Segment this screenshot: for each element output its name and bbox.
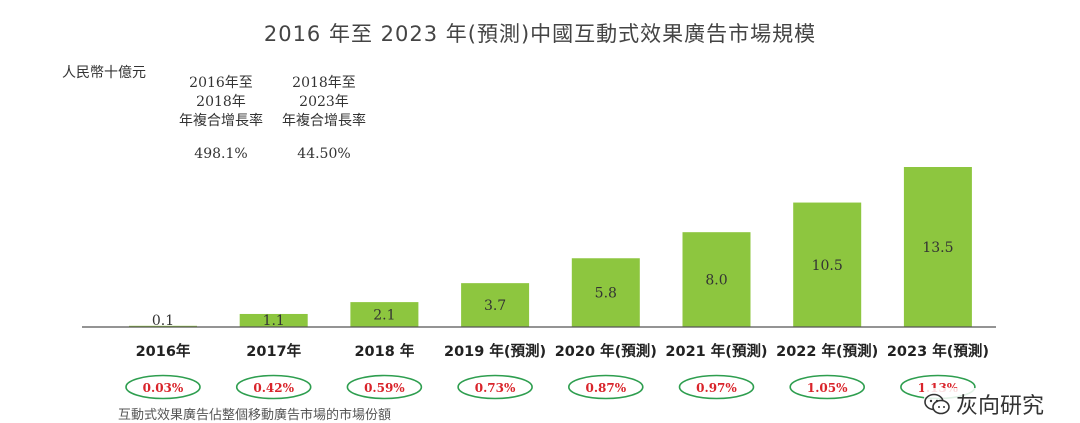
bar <box>793 202 862 327</box>
x-tick-label: 2022 年(預測) <box>776 342 878 360</box>
cagr-period-start: 2018年至 <box>292 75 356 91</box>
share-value: 0.03% <box>143 381 184 395</box>
y-axis-unit-label: 人民幣十億元 <box>62 65 146 81</box>
data-label: 2.1 <box>373 308 395 324</box>
cagr-label: 年複合增長率 <box>179 113 263 129</box>
data-label: 3.7 <box>484 298 506 314</box>
share-badge <box>125 374 201 400</box>
x-tick-label: 2020 年(預測) <box>555 342 657 360</box>
chart-title: 2016 年至 2023 年(預測)中國互動式效果廣告市場規模 <box>263 22 817 46</box>
cagr-value: 498.1% <box>194 146 248 162</box>
cagr-period-start: 2016年至 <box>189 75 253 91</box>
cagr-2016-2018: 2016年至 2018年 年複合增長率 498.1% <box>162 74 280 164</box>
cagr-period-end: 2023年 <box>299 94 349 110</box>
bar <box>350 302 419 327</box>
share-badge <box>457 374 533 400</box>
bar <box>461 283 530 327</box>
data-label: 8.0 <box>705 273 727 289</box>
wechat-icon <box>924 393 950 415</box>
share-value: 0.73% <box>475 381 516 395</box>
share-value: 1.05% <box>807 381 848 395</box>
x-tick-label: 2023 年(預測) <box>887 342 989 360</box>
cagr-2018-2023: 2018年至 2023年 年複合增長率 44.50% <box>265 74 383 164</box>
share-value: 0.87% <box>585 381 626 395</box>
bar <box>571 258 640 327</box>
bar <box>239 313 308 327</box>
data-label: 13.5 <box>922 240 953 256</box>
x-tick-label: 2017年 <box>246 342 301 360</box>
data-label: 1.1 <box>263 313 285 329</box>
cagr-value: 44.50% <box>297 146 351 162</box>
share-badge <box>567 374 644 400</box>
share-badge <box>346 374 423 400</box>
bar <box>903 167 972 327</box>
share-value: 0.97% <box>696 381 737 395</box>
x-tick-label: 2016年 <box>136 342 191 360</box>
share-badge <box>789 374 866 400</box>
share-badge <box>678 374 755 400</box>
data-label: 10.5 <box>812 258 843 274</box>
data-label: 5.8 <box>595 286 617 302</box>
data-label: 0.1 <box>152 313 174 329</box>
x-tick-label: 2019 年(預測) <box>444 342 546 360</box>
watermark: 灰向研究 <box>923 388 1044 420</box>
share-value: 0.42% <box>253 381 294 395</box>
x-tick-label: 2021 年(預測) <box>665 342 767 360</box>
footnote: 互動式效果廣告佔整個移動廣告市場的市場份額 <box>118 408 392 423</box>
bar <box>682 232 751 327</box>
share-value: 0.59% <box>364 381 405 395</box>
x-tick-label: 2018 年 <box>354 342 414 360</box>
cagr-period-end: 2018年 <box>196 94 246 110</box>
watermark-text: 灰向研究 <box>955 394 1044 419</box>
share-badge <box>235 374 312 400</box>
cagr-label: 年複合增長率 <box>282 113 366 129</box>
